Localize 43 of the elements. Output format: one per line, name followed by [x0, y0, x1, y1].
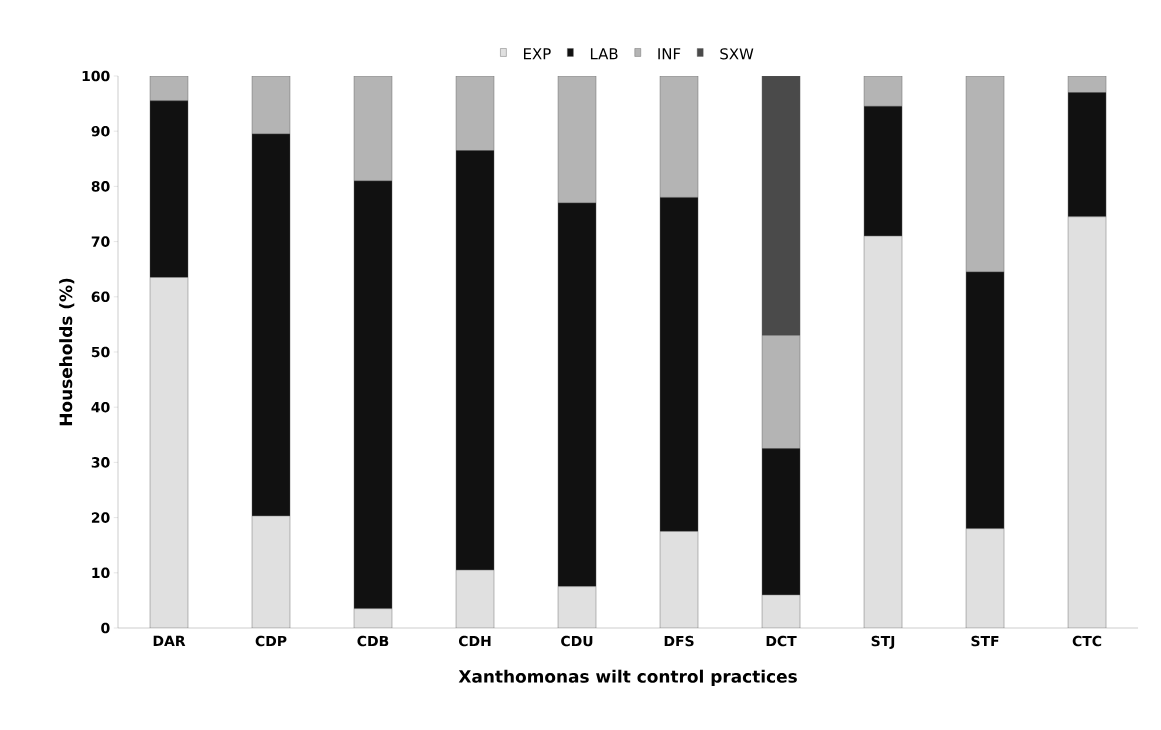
bar	[455, 569, 495, 628]
y-tick-label: 80	[91, 181, 110, 192]
x-axis-title: Xanthomonas wilt control practices	[458, 669, 797, 687]
legend-label: LAB	[590, 48, 618, 60]
legend-label: SXW	[720, 48, 754, 60]
bar	[149, 277, 189, 628]
x-tick-label: CDB	[357, 635, 389, 647]
x-tick-label: CTC	[1072, 635, 1102, 647]
x-tick-label: STF	[971, 635, 999, 647]
bar	[659, 75, 699, 198]
x-tick-label: DAR	[153, 635, 186, 646]
bar	[965, 528, 1005, 628]
legend-label: EXP	[524, 48, 551, 60]
bar	[659, 531, 699, 628]
y-tick-label: 60	[91, 291, 110, 303]
bar	[1067, 216, 1107, 628]
y-tick-label: 10	[92, 567, 110, 579]
x-tick-label: CDH	[458, 635, 491, 647]
bar	[251, 515, 291, 628]
bar	[761, 335, 801, 449]
y-tick-label: 50	[91, 346, 110, 358]
y-tick-label: 30	[91, 457, 110, 468]
y-axis-title: Households (%)	[59, 278, 75, 426]
x-tick-label: STJ	[871, 635, 895, 649]
y-tick-label: 100	[82, 70, 110, 82]
bar	[863, 235, 903, 628]
bar	[557, 75, 597, 204]
x-tick-label: DFS	[664, 635, 694, 647]
x-tick-label: CDP	[255, 635, 287, 647]
y-tick-label: 70	[91, 236, 110, 247]
y-tick-label: 20	[91, 512, 110, 523]
bar	[557, 586, 597, 628]
bar	[455, 75, 495, 151]
x-tick-label: DCT	[766, 635, 797, 647]
legend-label: INF	[658, 48, 681, 60]
x-tick-label: CDU	[561, 635, 593, 647]
bar	[353, 75, 393, 182]
bar	[863, 75, 903, 107]
bar	[965, 75, 1005, 273]
y-tick-label: 0	[101, 622, 110, 634]
bar	[251, 75, 291, 135]
y-tick-label: 90	[91, 125, 110, 137]
y-tick-label: 40	[91, 401, 110, 413]
